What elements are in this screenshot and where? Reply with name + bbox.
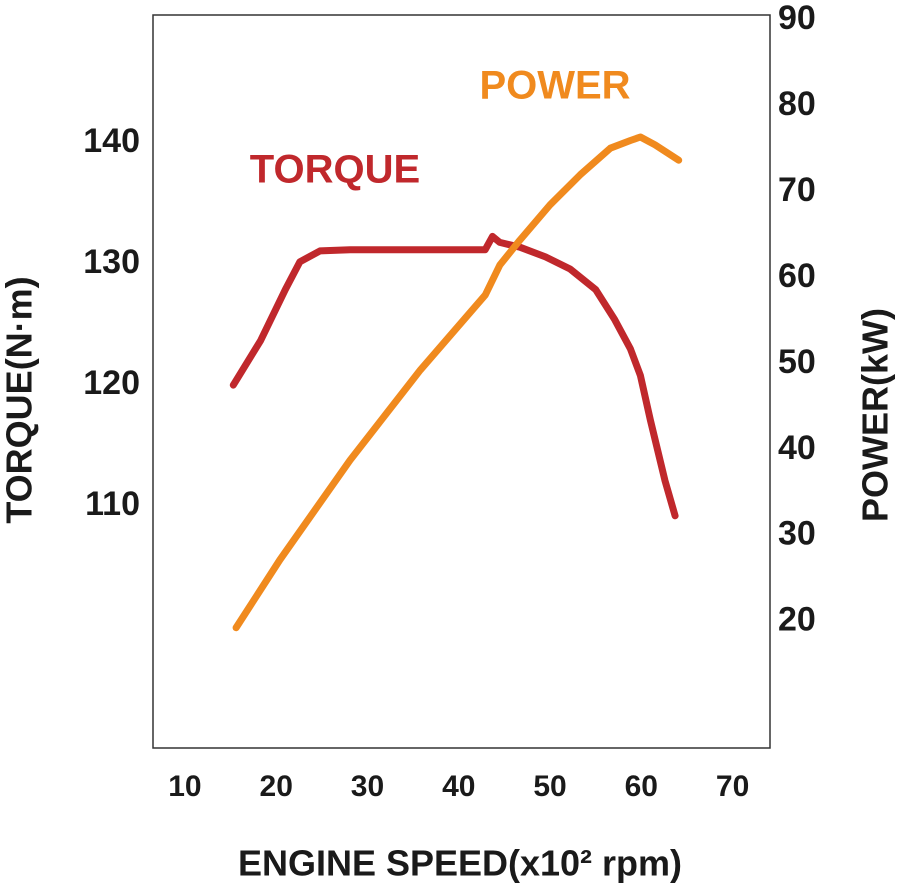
x-tick-label: 10 [168, 770, 201, 803]
y2-tick-label: 30 [778, 515, 816, 553]
y-tick-label: 130 [83, 243, 140, 281]
y2-tick-label: 60 [778, 257, 816, 295]
y-axis-title: TORQUE(N·m) [0, 276, 40, 523]
series-line [229, 232, 679, 520]
y2-tick-label: 80 [778, 85, 816, 123]
x-tick-label: 70 [716, 770, 749, 803]
series-label: POWER [479, 64, 630, 108]
y2-axis-title: POWER(kW) [855, 308, 896, 522]
y-tick-label: 110 [85, 485, 140, 523]
y2-tick-label: 50 [778, 343, 816, 381]
series-line [232, 133, 683, 632]
y2-tick-label: 20 [778, 601, 816, 639]
x-axis-title: ENGINE SPEED(x10² rpm) [238, 843, 682, 884]
x-tick-label: 60 [625, 770, 658, 803]
x-tick-label: 20 [260, 770, 293, 803]
x-tick-label: 30 [351, 770, 384, 803]
y-tick-label: 140 [83, 122, 140, 160]
x-tick-label: 50 [533, 770, 566, 803]
x-tick-label: 40 [442, 770, 475, 803]
y2-tick-label: 70 [778, 171, 816, 209]
y2-tick-label: 40 [778, 429, 816, 467]
series-label: TORQUE [250, 148, 420, 192]
plot-frame [152, 14, 771, 749]
y-tick-label: 120 [83, 364, 140, 402]
y2-tick-label: 90 [778, 0, 816, 37]
